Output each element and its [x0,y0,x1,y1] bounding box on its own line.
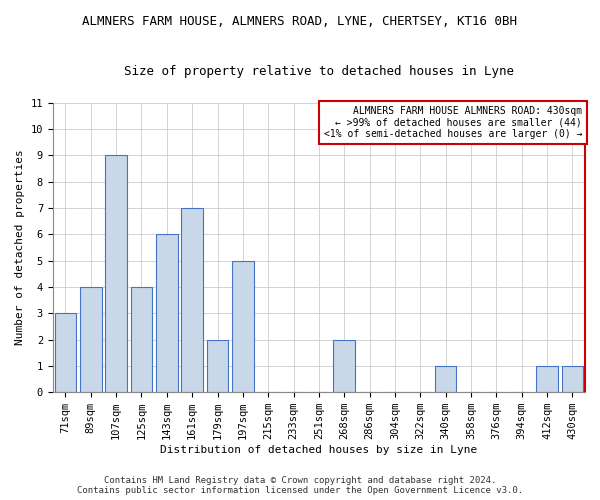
Bar [80,287,101,392]
X-axis label: Distribution of detached houses by size in Lyne: Distribution of detached houses by size … [160,445,478,455]
Bar [181,208,203,392]
Text: ALMNERS FARM HOUSE, ALMNERS ROAD, LYNE, CHERTSEY, KT16 0BH: ALMNERS FARM HOUSE, ALMNERS ROAD, LYNE, … [83,15,517,28]
Y-axis label: Number of detached properties: Number of detached properties [15,150,25,346]
Title: Size of property relative to detached houses in Lyne: Size of property relative to detached ho… [124,65,514,78]
Bar [562,366,583,392]
Text: Contains HM Land Registry data © Crown copyright and database right 2024.
Contai: Contains HM Land Registry data © Crown c… [77,476,523,495]
Bar [536,366,558,392]
Bar [207,340,228,392]
Bar [131,287,152,392]
Bar [435,366,457,392]
Bar [232,260,254,392]
Bar [334,340,355,392]
Bar [55,314,76,392]
Text: ALMNERS FARM HOUSE ALMNERS ROAD: 430sqm
← >99% of detached houses are smaller (4: ALMNERS FARM HOUSE ALMNERS ROAD: 430sqm … [324,106,582,139]
Bar [106,156,127,392]
Bar [156,234,178,392]
